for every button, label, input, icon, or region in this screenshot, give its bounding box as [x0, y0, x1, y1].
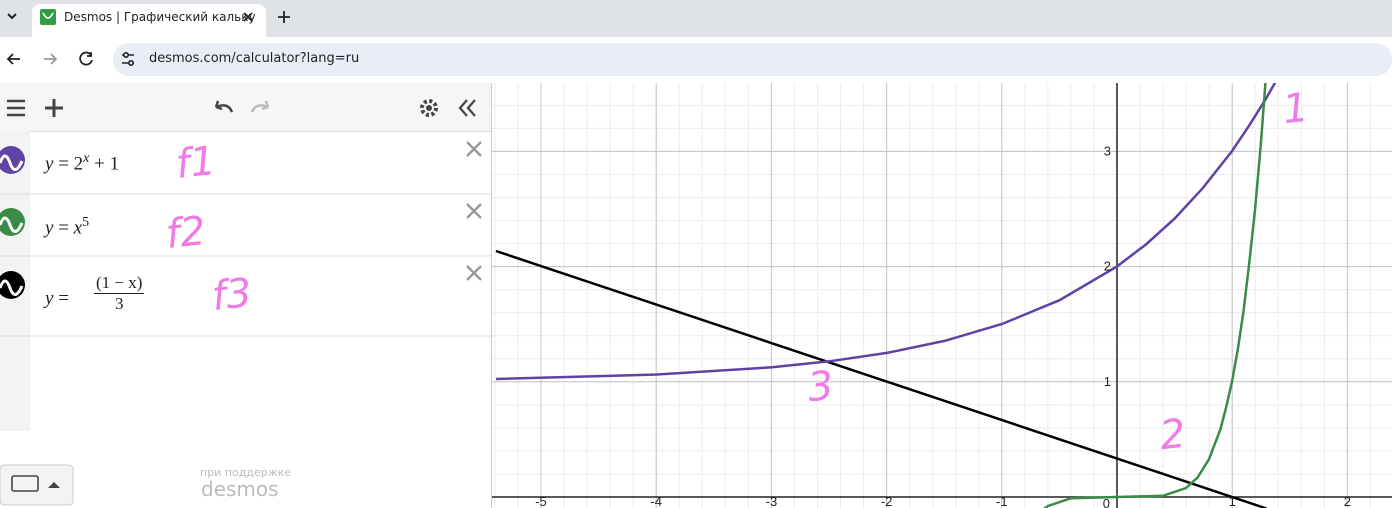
expr-eq: = — [58, 217, 69, 239]
delete[interactable] — [466, 141, 482, 157]
y-tick-label: 1 — [1104, 374, 1111, 389]
back[interactable] — [6, 53, 20, 65]
close-tab[interactable] — [243, 12, 253, 22]
expression[interactable]: y = — [45, 288, 69, 310]
expression[interactable]: y = 2x + 1 — [45, 151, 119, 175]
expr-exponent: x — [83, 151, 90, 166]
omnibox[interactable] — [113, 43, 1392, 76]
toolbar — [0, 83, 491, 132]
expr-icon[interactable] — [0, 271, 25, 299]
x-tick-label: 1 — [1229, 494, 1236, 508]
collapse[interactable] — [458, 99, 476, 117]
x-tick-label: -5 — [535, 494, 547, 508]
powered-by: при поддержке — [200, 466, 292, 479]
expr-eq: = — [58, 153, 69, 175]
reload[interactable] — [79, 51, 93, 66]
x-tick-label: -3 — [766, 494, 778, 508]
url[interactable]: desmos.com/calculator?lang=ru — [149, 51, 360, 66]
tab-title: Desmos | Графический кальку — [64, 10, 256, 24]
expr-lhs: y — [45, 217, 54, 239]
expression[interactable]: y = x5 — [45, 215, 89, 239]
panel-icons — [0, 99, 491, 506]
favicon — [40, 9, 56, 25]
delete[interactable] — [466, 203, 482, 219]
expr-eq: = — [58, 288, 69, 309]
active-tab[interactable] — [32, 4, 266, 37]
forward[interactable] — [44, 53, 58, 65]
y-tick-label: 3 — [1104, 143, 1111, 158]
expr-lhs: y — [45, 288, 54, 309]
annotation: 1 — [1280, 84, 1311, 134]
x-tick-label: -4 — [650, 494, 662, 508]
expr-rest: + 1 — [94, 153, 120, 175]
expr-icon[interactable] — [0, 208, 25, 236]
annotation: f1 — [173, 138, 218, 188]
expr-exponent: 5 — [82, 215, 90, 230]
expr-base: x — [73, 217, 83, 239]
x-tick-label: 2 — [1344, 494, 1351, 508]
annotation: f2 — [163, 208, 208, 258]
brand: desmos — [201, 477, 279, 501]
annotation: 3 — [805, 362, 836, 412]
fraction: (1 − x) 3 — [94, 273, 145, 314]
origin-label: 0 — [1103, 496, 1110, 508]
undo[interactable] — [214, 100, 234, 113]
annotation: f3 — [209, 270, 254, 320]
redo[interactable] — [250, 100, 270, 113]
expr-icon[interactable] — [0, 146, 25, 174]
add[interactable] — [45, 99, 63, 117]
new-tab[interactable] — [278, 11, 290, 23]
numerator: (1 − x) — [94, 273, 145, 294]
x-tick-label: -1 — [996, 494, 1008, 508]
browser-icons — [0, 9, 1392, 83]
delete[interactable] — [466, 265, 482, 281]
menu[interactable] — [7, 99, 25, 117]
expr-lhs: y — [45, 153, 54, 175]
site-info[interactable] — [122, 51, 135, 66]
tab-menu[interactable] — [7, 13, 17, 20]
settings[interactable] — [420, 99, 438, 117]
divider — [491, 83, 492, 508]
curve[interactable] — [1000, 69, 1267, 508]
expr-base: 2 — [73, 153, 84, 175]
y-tick-label: 2 — [1104, 259, 1111, 274]
curve[interactable] — [495, 77, 1278, 381]
denominator: 3 — [114, 294, 124, 313]
x-tick-label: -2 — [881, 494, 893, 508]
curve[interactable] — [495, 249, 1267, 508]
annotation: 2 — [1157, 410, 1188, 460]
keyboard-toggle[interactable] — [0, 464, 74, 506]
